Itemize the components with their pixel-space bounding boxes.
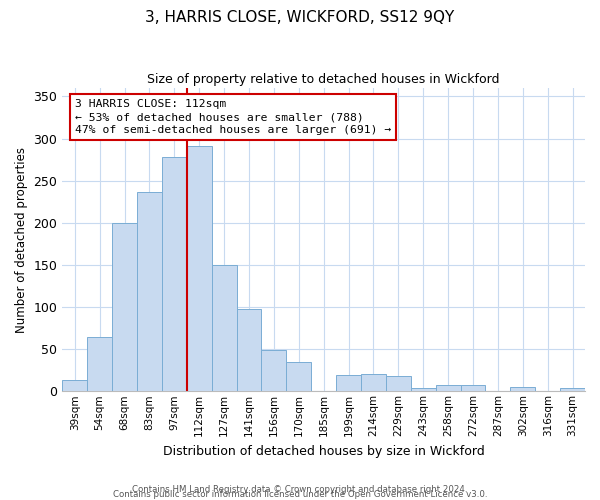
X-axis label: Distribution of detached houses by size in Wickford: Distribution of detached houses by size … bbox=[163, 444, 485, 458]
Bar bbox=[262, 350, 286, 392]
Bar bbox=[162, 157, 187, 392]
Bar bbox=[436, 386, 461, 392]
Text: Contains public sector information licensed under the Open Government Licence v3: Contains public sector information licen… bbox=[113, 490, 487, 499]
Bar bbox=[187, 146, 212, 392]
Bar bbox=[62, 380, 87, 392]
Bar bbox=[137, 192, 162, 392]
Bar bbox=[112, 223, 137, 392]
Bar bbox=[236, 308, 262, 392]
Text: 3 HARRIS CLOSE: 112sqm
← 53% of detached houses are smaller (788)
47% of semi-de: 3 HARRIS CLOSE: 112sqm ← 53% of detached… bbox=[75, 99, 391, 136]
Text: Contains HM Land Registry data © Crown copyright and database right 2024.: Contains HM Land Registry data © Crown c… bbox=[132, 484, 468, 494]
Bar bbox=[411, 388, 436, 392]
Bar bbox=[386, 376, 411, 392]
Bar bbox=[511, 387, 535, 392]
Bar bbox=[361, 374, 386, 392]
Bar bbox=[336, 376, 361, 392]
Text: 3, HARRIS CLOSE, WICKFORD, SS12 9QY: 3, HARRIS CLOSE, WICKFORD, SS12 9QY bbox=[145, 10, 455, 25]
Bar bbox=[560, 388, 585, 392]
Bar bbox=[286, 362, 311, 392]
Bar bbox=[212, 265, 236, 392]
Bar bbox=[461, 386, 485, 392]
Bar bbox=[87, 338, 112, 392]
Y-axis label: Number of detached properties: Number of detached properties bbox=[15, 146, 28, 332]
Title: Size of property relative to detached houses in Wickford: Size of property relative to detached ho… bbox=[148, 72, 500, 86]
